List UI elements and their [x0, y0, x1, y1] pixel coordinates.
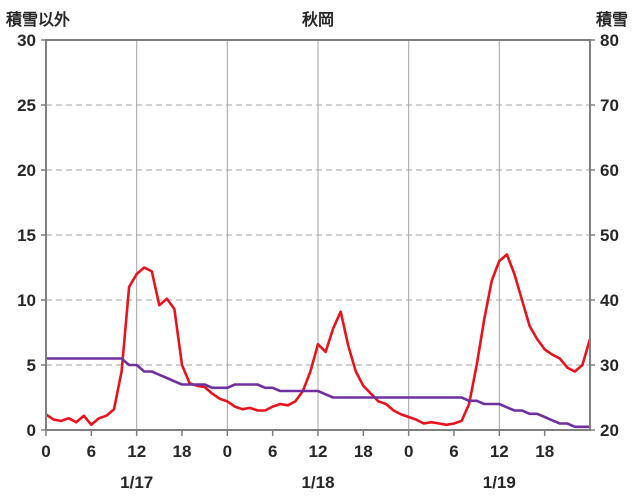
chart-title: 秋岡 — [301, 12, 334, 29]
svg-text:18: 18 — [173, 442, 192, 461]
date-label: 1/17 — [120, 473, 153, 492]
svg-text:40: 40 — [600, 291, 619, 310]
left-axis-title: 積雪以外 — [6, 12, 71, 29]
svg-text:18: 18 — [535, 442, 554, 461]
svg-text:12: 12 — [127, 442, 146, 461]
right-axis-title: 積雪 — [595, 12, 628, 29]
svg-text:10: 10 — [17, 291, 36, 310]
svg-text:30: 30 — [17, 31, 36, 50]
svg-text:6: 6 — [268, 442, 277, 461]
svg-text:50: 50 — [600, 226, 619, 245]
svg-text:18: 18 — [354, 442, 373, 461]
svg-text:20: 20 — [17, 161, 36, 180]
svg-text:5: 5 — [27, 356, 36, 375]
svg-text:30: 30 — [600, 356, 619, 375]
svg-text:0: 0 — [223, 442, 232, 461]
svg-text:6: 6 — [87, 442, 96, 461]
svg-text:0: 0 — [27, 421, 36, 440]
svg-text:60: 60 — [600, 161, 619, 180]
svg-text:0: 0 — [404, 442, 413, 461]
svg-text:6: 6 — [449, 442, 458, 461]
svg-text:12: 12 — [490, 442, 509, 461]
date-label: 1/19 — [483, 473, 516, 492]
svg-text:70: 70 — [600, 96, 619, 115]
svg-text:0: 0 — [41, 442, 50, 461]
svg-text:15: 15 — [17, 226, 36, 245]
svg-text:12: 12 — [309, 442, 328, 461]
series-line-0 — [46, 253, 590, 427]
series-line-1 — [46, 357, 590, 429]
svg-text:80: 80 — [600, 31, 619, 50]
svg-text:20: 20 — [600, 421, 619, 440]
svg-text:25: 25 — [17, 96, 36, 115]
date-label: 1/18 — [301, 473, 334, 492]
